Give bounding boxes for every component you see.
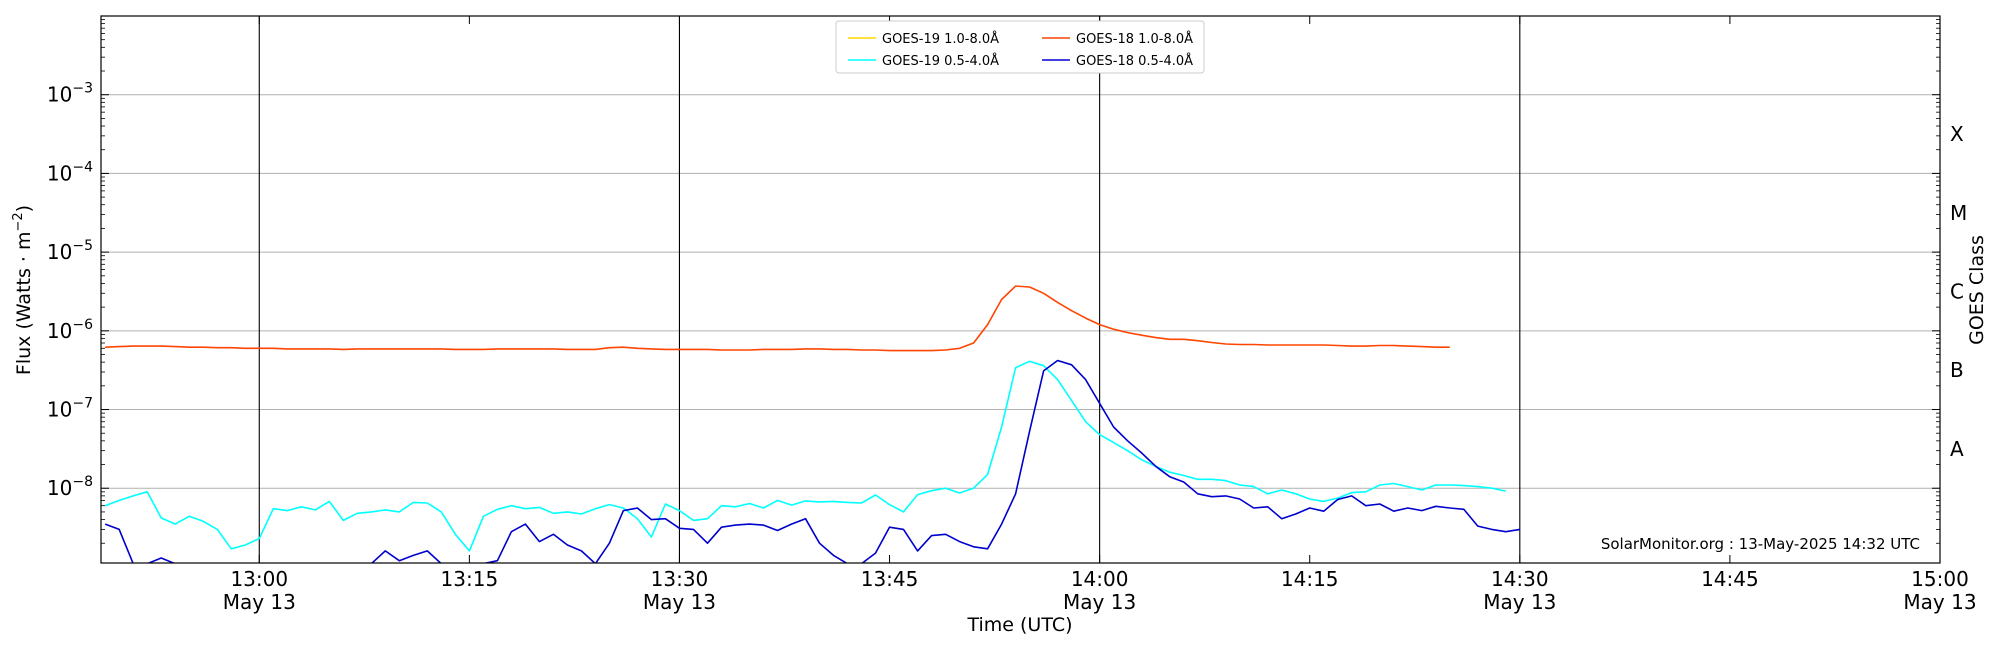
goes-class-label: B bbox=[1950, 358, 1964, 382]
goes-class-label: X bbox=[1950, 122, 1964, 146]
plot-area-background bbox=[101, 16, 1940, 563]
x-tick-label-time: 13:30 bbox=[651, 567, 709, 591]
credit-text: SolarMonitor.org : 13-May-2025 14:32 UTC bbox=[1601, 535, 1920, 553]
y-tick-label: 10−5 bbox=[47, 238, 93, 264]
x-tick-label-time: 14:30 bbox=[1491, 567, 1549, 591]
x-tick-label-date: May 13 bbox=[1903, 590, 1976, 614]
grid-lines bbox=[101, 94, 1940, 489]
x-tick-label-time: 14:15 bbox=[1281, 567, 1339, 591]
legend-entry: GOES-19 1.0-8.0Å bbox=[882, 31, 999, 47]
x-tick-label-date: May 13 bbox=[1063, 590, 1136, 614]
svg-text:Flux (Watts · m−2): Flux (Watts · m−2) bbox=[11, 205, 35, 375]
x-tick-label-time: 14:00 bbox=[1071, 567, 1129, 591]
y-axis-label-close: ) bbox=[13, 205, 35, 212]
x-tick-label-time: 13:45 bbox=[861, 567, 919, 591]
x-tick-label-time: 15:00 bbox=[1911, 567, 1969, 591]
y-tick-label: 10−4 bbox=[47, 159, 93, 185]
y-tick-label: 10−6 bbox=[47, 317, 93, 343]
legend-entry: GOES-18 0.5-4.0Å bbox=[1076, 53, 1193, 69]
series-lines bbox=[104, 285, 1520, 563]
right-axis-label: GOES Class bbox=[1966, 235, 1988, 345]
y-axis-label: Flux (Watts · m−2) bbox=[11, 205, 35, 375]
goes-class-label: A bbox=[1950, 437, 1964, 461]
goes-class-label: M bbox=[1950, 201, 1967, 225]
x-tick-label-date: May 13 bbox=[223, 590, 296, 614]
legend: GOES-19 1.0-8.0Å GOES-19 0.5-4.0Å GOES-18 … bbox=[835, 20, 1205, 74]
y-axis-label-exponent: −2 bbox=[11, 212, 26, 231]
series-line bbox=[105, 285, 1450, 352]
legend-entry: GOES-19 0.5-4.0Å bbox=[882, 53, 999, 69]
goes-class-label: C bbox=[1950, 279, 1964, 303]
y-tick-label: 10−3 bbox=[47, 81, 93, 107]
series-line bbox=[104, 359, 1520, 563]
vertical-markers bbox=[258, 16, 1521, 563]
legend-box bbox=[835, 20, 1205, 74]
x-tick-label-date: May 13 bbox=[1483, 590, 1556, 614]
x-tick-label-time: 14:45 bbox=[1701, 567, 1759, 591]
x-tick-label-time: 13:15 bbox=[441, 567, 499, 591]
y-axis-label-main: Flux (Watts · m bbox=[13, 232, 35, 376]
x-tick-label-time: 13:00 bbox=[230, 567, 288, 591]
x-tick-label-date: May 13 bbox=[643, 590, 716, 614]
legend-entry: GOES-18 1.0-8.0Å bbox=[1076, 31, 1193, 47]
series-line bbox=[104, 360, 1506, 552]
y-tick-label: 10−7 bbox=[47, 396, 93, 422]
y-tick-label: 10−8 bbox=[47, 474, 93, 500]
x-axis-label: Time (UTC) bbox=[966, 614, 1072, 636]
plot-frame bbox=[100, 15, 1941, 564]
